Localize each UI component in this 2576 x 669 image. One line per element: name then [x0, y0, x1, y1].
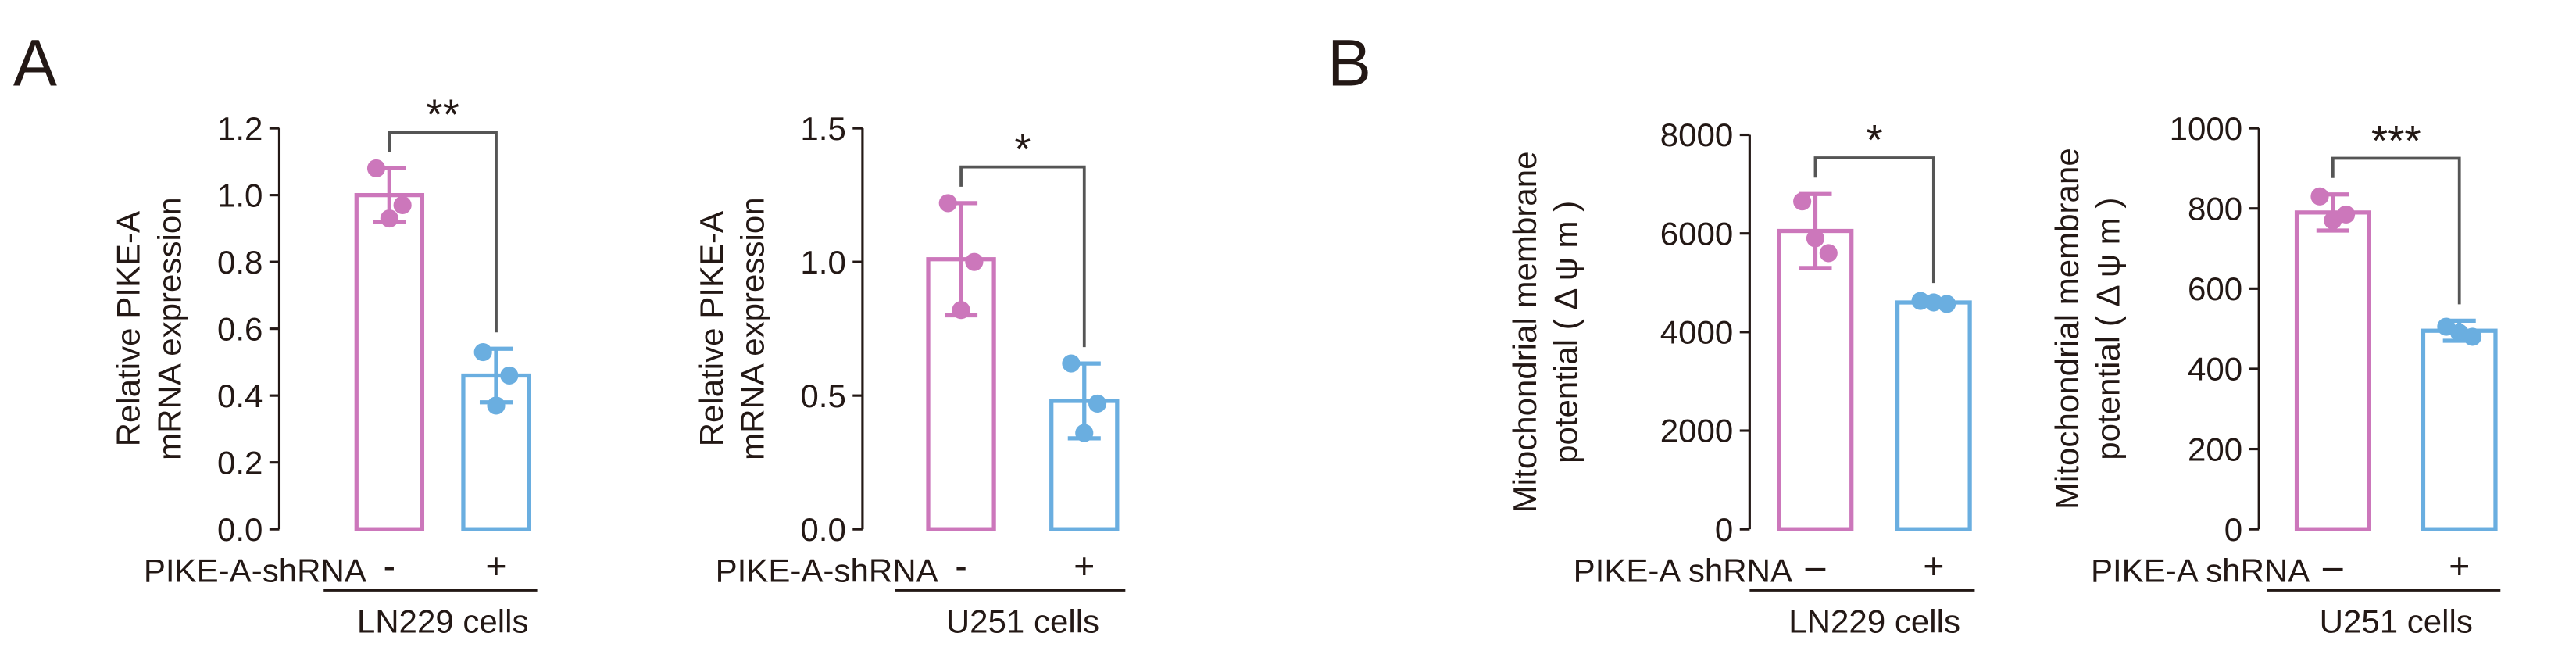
y-tick-label: 1.0 — [217, 177, 263, 213]
data-point — [1938, 295, 1956, 313]
y-tick-label: 400 — [2188, 351, 2242, 388]
y-tick-label: 0 — [1715, 511, 1733, 548]
significance-bracket — [388, 131, 498, 333]
data-point — [952, 301, 970, 320]
data-point — [500, 366, 519, 385]
y-axis-label: Relative PIKE-A — [110, 211, 147, 446]
panel-label: B — [1327, 26, 1371, 99]
y-axis-label: mRNA expression — [734, 197, 771, 460]
data-point — [1075, 424, 1094, 442]
data-point — [1924, 293, 1943, 312]
bar — [1777, 228, 1854, 531]
x-tick-label: + — [486, 546, 507, 586]
data-point — [2310, 187, 2329, 206]
y-tick-label: 0.0 — [217, 511, 263, 548]
y-tick-label: 0.0 — [800, 511, 845, 548]
y-tick-label: 0.5 — [800, 377, 845, 414]
significance-bracket — [2331, 156, 2461, 305]
y-axis-label: potential ( Δ ψ m ) — [2089, 198, 2126, 460]
y-axis-label: Mitochondrial membrane — [1506, 151, 1543, 513]
group-label: PIKE-A shRNA — [1574, 552, 1792, 589]
x-tick-label: – — [1806, 546, 1826, 586]
y-tick-label: 0 — [2224, 511, 2242, 548]
x-tick-label: + — [1923, 546, 1944, 586]
data-point — [2337, 205, 2356, 224]
y-tick-label: 0.2 — [217, 444, 263, 481]
y-axis-label: mRNA expression — [151, 197, 188, 460]
significance-label: *** — [2371, 116, 2421, 164]
group-label: PIKE-A shRNA — [2091, 552, 2310, 589]
data-point — [1088, 394, 1107, 413]
cell-label: LN229 cells — [1788, 603, 1960, 640]
significance-label: ** — [426, 91, 459, 138]
bar — [1895, 300, 1972, 531]
y-tick-label: 2000 — [1660, 413, 1734, 449]
data-point — [965, 252, 984, 271]
significance-label: * — [1014, 125, 1031, 173]
y-tick-label: 1.2 — [217, 110, 263, 147]
significance-bracket — [1813, 156, 1935, 284]
x-tick-label: + — [1074, 546, 1095, 586]
y-tick-label: 8000 — [1660, 116, 1734, 153]
y-axis-label: Relative PIKE-A — [693, 211, 730, 446]
cell-label: U251 cells — [946, 603, 1099, 640]
y-tick-label: 600 — [2188, 270, 2242, 307]
data-point — [473, 343, 492, 362]
y-tick-label: 1.5 — [800, 110, 845, 147]
y-tick-label: 1.0 — [800, 244, 845, 281]
cell-label: U251 cells — [2320, 603, 2473, 640]
significance-bracket — [959, 165, 1086, 348]
panel-label: A — [13, 26, 57, 99]
x-tick-label: – — [2323, 546, 2343, 586]
y-tick-label: 0.8 — [217, 244, 263, 281]
data-point — [938, 194, 957, 213]
bar — [2294, 210, 2371, 531]
x-tick-label: + — [2449, 546, 2470, 586]
y-tick-label: 1000 — [2170, 110, 2243, 147]
bar — [2421, 328, 2498, 531]
y-tick-label: 200 — [2188, 431, 2242, 467]
data-point — [366, 159, 386, 177]
y-tick-label: 6000 — [1660, 215, 1734, 252]
data-point — [1911, 292, 1930, 310]
data-point — [393, 195, 412, 215]
group-label: PIKE-A-shRNA — [716, 552, 938, 589]
y-axis-label: potential ( Δ ψ m ) — [1548, 201, 1585, 463]
group-label: PIKE-A-shRNA — [144, 552, 366, 589]
x-tick-label: - — [384, 546, 395, 586]
data-point — [1819, 244, 1838, 263]
data-point — [1062, 354, 1081, 373]
data-point — [2463, 327, 2482, 346]
bar — [354, 192, 425, 531]
y-tick-label: 800 — [2188, 190, 2242, 227]
significance-label: * — [1867, 116, 1883, 164]
data-point — [1793, 192, 1812, 211]
data-point — [380, 209, 398, 228]
data-point — [487, 396, 506, 415]
y-tick-label: 0.4 — [217, 377, 263, 414]
x-tick-label: - — [955, 546, 966, 586]
data-point — [1806, 229, 1825, 248]
y-axis-label: Mitochondrial membrane — [2049, 148, 2085, 510]
y-tick-label: 4000 — [1660, 314, 1734, 351]
cell-label: LN229 cells — [357, 603, 529, 640]
y-tick-label: 0.6 — [217, 310, 263, 347]
